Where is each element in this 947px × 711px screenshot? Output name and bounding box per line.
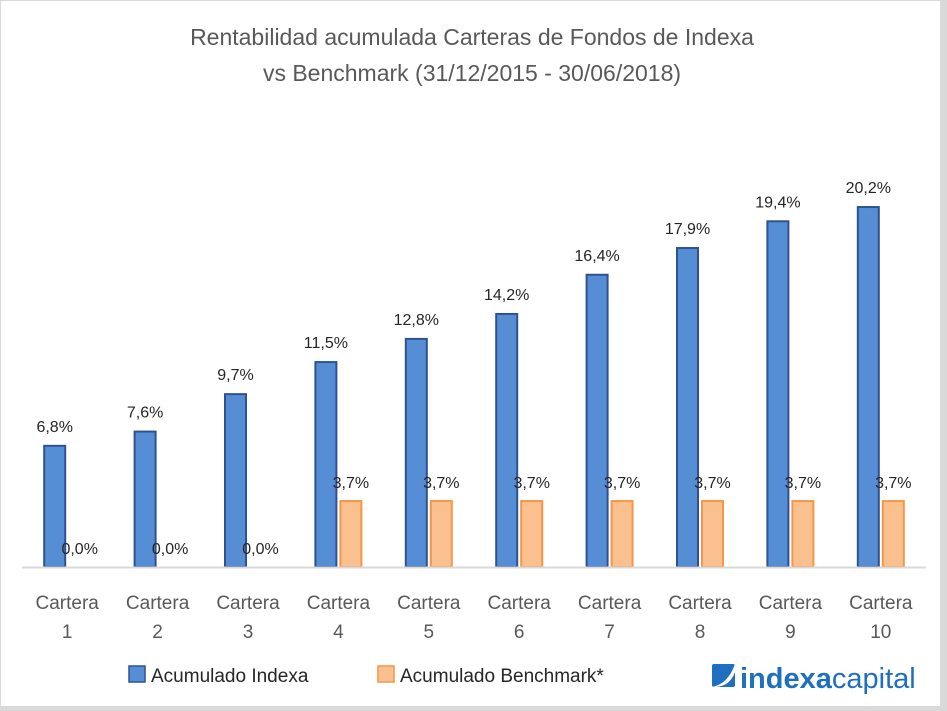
- legend-label-benchmark: Acumulado Benchmark*: [400, 666, 604, 687]
- data-label-benchmark-5: 3,7%: [423, 475, 459, 492]
- indexa-capital-logo: indexacapital: [712, 663, 916, 695]
- legend-swatch-indexa: [128, 665, 146, 683]
- x-tick-label-6-line2: 6: [514, 622, 525, 643]
- data-label-indexa-5: 12,8%: [394, 312, 439, 329]
- bar-benchmark-8: [701, 500, 724, 569]
- x-tick-label-2-line2: 2: [152, 622, 163, 643]
- bars-group: [43, 206, 905, 569]
- chart-title: Rentabilidad acumulada Carteras de Fondo…: [190, 24, 754, 50]
- data-label-benchmark-8: 3,7%: [694, 475, 730, 492]
- bar-benchmark-9: [791, 500, 815, 569]
- x-tick-label-8-line2: 8: [695, 622, 706, 643]
- x-tick-label-4-line2: 4: [333, 622, 344, 643]
- data-label-indexa-9: 19,4%: [755, 194, 800, 211]
- x-tick-label-8-line1: Cartera: [668, 593, 732, 614]
- x-tick-label-5-line2: 5: [424, 622, 435, 643]
- bar-benchmark-4: [339, 500, 363, 569]
- bar-indexa-7: [585, 273, 609, 568]
- data-label-benchmark-10: 3,7%: [875, 475, 911, 492]
- bar-indexa-5: [404, 337, 428, 568]
- bar-indexa-6: [495, 312, 519, 568]
- x-tick-label-1-line1: Cartera: [36, 593, 100, 614]
- x-tick-label-7-line1: Cartera: [578, 593, 642, 614]
- svg-text:indexacapital: indexacapital: [740, 663, 916, 695]
- data-label-benchmark-9: 3,7%: [785, 475, 821, 492]
- data-label-benchmark-1: 0,0%: [61, 541, 97, 558]
- data-labels-group: 6,8% 0,0% 7,6% 0,0% 9,7% 0,0% 11,5% 3,7% 12,8% 3,…: [36, 180, 911, 558]
- bar-benchmark-10: [881, 500, 905, 569]
- bar-indexa-8: [676, 247, 699, 568]
- data-label-indexa-3: 9,7%: [217, 367, 253, 384]
- bar-indexa-9: [766, 220, 790, 569]
- data-label-benchmark-7: 3,7%: [604, 475, 640, 492]
- data-label-indexa-2: 7,6%: [127, 405, 163, 422]
- x-tick-label-6-line1: Cartera: [488, 593, 552, 614]
- bar-benchmark-6: [520, 500, 544, 569]
- bar-benchmark-5: [429, 500, 453, 569]
- x-tick-label-7-line2: 7: [604, 622, 615, 643]
- data-label-benchmark-4: 3,7%: [333, 475, 369, 492]
- x-tick-label-2-line1: Cartera: [126, 593, 190, 614]
- legend-item-indexa[interactable]: Acumulado Indexa: [128, 665, 309, 687]
- legend-label-indexa: Acumulado Indexa: [151, 666, 309, 687]
- legend-swatch-benchmark: [377, 665, 395, 683]
- chart-subtitle: vs Benchmark (31/12/2015 - 30/06/2018): [263, 60, 681, 86]
- x-tick-label-5-line1: Cartera: [397, 593, 461, 614]
- data-label-benchmark-6: 3,7%: [513, 475, 549, 492]
- x-tick-label-10-line1: Cartera: [849, 593, 913, 614]
- data-label-indexa-1: 6,8%: [36, 419, 72, 436]
- x-tick-label-9-line1: Cartera: [759, 593, 823, 614]
- data-label-indexa-8: 17,9%: [665, 221, 710, 238]
- logo-text-indexa: indexa: [740, 663, 833, 695]
- bar-benchmark-7: [610, 500, 634, 569]
- frame-edge-right: [940, 0, 947, 711]
- logo-swoosh-icon: [712, 664, 735, 687]
- data-label-indexa-10: 20,2%: [846, 180, 891, 197]
- bar-indexa-4: [314, 361, 338, 568]
- legend: Acumulado Indexa Acumulado Benchmark*: [128, 665, 604, 687]
- x-tick-label-9-line2: 9: [785, 622, 796, 643]
- legend-item-benchmark[interactable]: Acumulado Benchmark*: [377, 665, 604, 687]
- data-label-indexa-6: 14,2%: [484, 287, 529, 304]
- data-label-benchmark-2: 0,0%: [152, 541, 188, 558]
- logo-text-capital: capital: [832, 663, 916, 695]
- data-label-indexa-4: 11,5%: [304, 335, 348, 352]
- bar-indexa-10: [856, 206, 880, 568]
- x-tick-label-3-line2: 3: [243, 622, 254, 643]
- x-tick-label-3-line1: Cartera: [216, 593, 280, 614]
- x-tick-label-4-line1: Cartera: [307, 593, 371, 614]
- data-label-benchmark-3: 0,0%: [242, 541, 278, 558]
- x-tick-label-1-line2: 1: [62, 622, 73, 643]
- x-tick-labels-group: Cartera 1 Cartera 2 Cartera 3 Cartera 4 Cartera 5…: [36, 593, 913, 643]
- x-tick-label-10-line2: 10: [870, 622, 891, 643]
- frame-edge-bottom: [0, 706, 947, 711]
- data-label-indexa-7: 16,4%: [574, 248, 619, 265]
